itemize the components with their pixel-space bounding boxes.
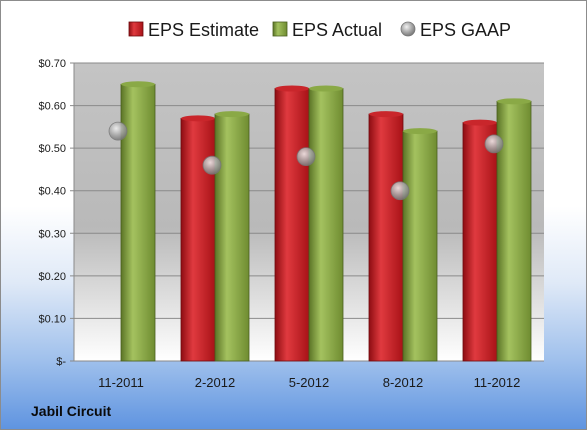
bar-eps-estimate-top xyxy=(275,85,309,92)
bar-eps-estimate xyxy=(462,122,498,362)
x-tick-label: 2-2012 xyxy=(195,375,235,390)
legend-swatch xyxy=(400,21,416,37)
y-tick-label: $0.10 xyxy=(38,313,66,325)
bar-eps-actual xyxy=(214,113,250,362)
marker-eps-gaap xyxy=(202,155,222,175)
bar-eps-actual-top xyxy=(309,85,343,92)
bar-eps-estimate-top xyxy=(369,111,403,118)
marker-eps-gaap xyxy=(296,147,316,167)
y-tick-label: $0.30 xyxy=(38,228,66,240)
bar-eps-actual xyxy=(120,83,156,362)
x-tick-label: 11-2011 xyxy=(98,375,144,390)
x-tick-label: 11-2012 xyxy=(474,375,521,390)
bar-eps-actual-top xyxy=(403,128,437,135)
legend-label: EPS GAAP xyxy=(420,20,511,40)
legend-label: EPS Actual xyxy=(292,20,382,40)
legend-label: EPS Estimate xyxy=(148,20,259,40)
x-tick-label: 8-2012 xyxy=(383,375,423,390)
y-tick-label: $0.50 xyxy=(38,143,66,155)
bar-eps-actual-top xyxy=(215,111,249,118)
legend: EPS Estimate EPS Actual EPS GAAP xyxy=(128,20,511,40)
bar-eps-actual-top xyxy=(121,81,155,88)
bars xyxy=(120,81,532,362)
y-tick-label: $0.70 xyxy=(38,58,66,70)
marker-eps-gaap xyxy=(484,134,504,154)
y-tick-label: $- xyxy=(56,356,66,368)
legend-swatch xyxy=(272,21,288,37)
marker-eps-gaap xyxy=(390,181,410,201)
bar-eps-actual xyxy=(402,130,438,362)
y-tick-label: $0.20 xyxy=(38,271,66,283)
bar-eps-estimate-top xyxy=(181,115,215,122)
bar-eps-estimate xyxy=(180,117,216,362)
bar-eps-estimate xyxy=(368,113,404,362)
legend-swatch xyxy=(128,21,144,37)
y-tick-label: $0.60 xyxy=(38,101,66,113)
x-axis-labels: 11-2011 2-2012 5-2012 8-2012 11-2012 xyxy=(98,375,520,390)
company-name: Jabil Circuit xyxy=(31,403,112,419)
y-tick-label: $0.40 xyxy=(38,186,66,198)
bar-eps-actual xyxy=(308,88,344,362)
x-tick-label: 5-2012 xyxy=(289,375,329,390)
y-axis-labels: $- $0.10 $0.20 $0.30 $0.40 $0.50 $0.60 $0.70 xyxy=(38,58,66,368)
bar-eps-estimate-top xyxy=(463,119,497,126)
bar-eps-actual-top xyxy=(497,98,531,105)
marker-eps-gaap xyxy=(108,121,128,141)
bar-eps-estimate xyxy=(274,88,310,362)
gaap-markers xyxy=(108,121,504,201)
